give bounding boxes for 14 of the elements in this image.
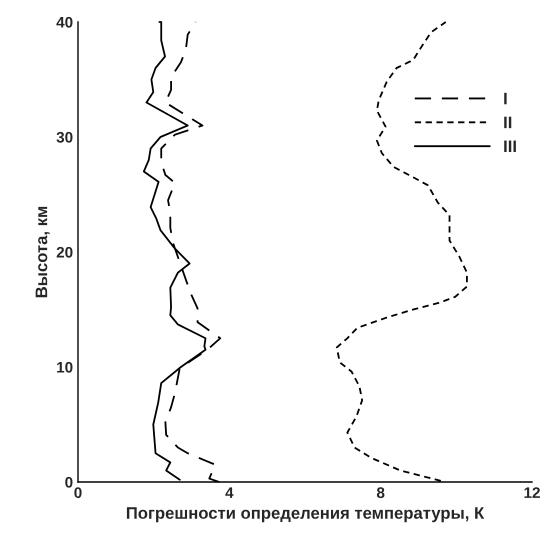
y-tick-label: 30 [56, 132, 73, 143]
x-tick-label: 12 [524, 487, 540, 498]
y-tick-label: 0 [65, 476, 73, 488]
y-tick-label: 10 [57, 362, 73, 373]
y-axis-title: Высота, км [36, 206, 50, 298]
legend-label: II [504, 116, 512, 128]
x-tick-label: 4 [225, 487, 234, 498]
x-tick-label: 0 [74, 487, 82, 498]
y-tick-label: 40 [56, 16, 73, 28]
legend-label: III [504, 140, 516, 152]
x-axis-title: Погрешности определения температуры, К [126, 507, 484, 522]
legend-label: I [504, 92, 507, 104]
x-tick-label: 8 [376, 487, 384, 498]
y-tick-label: 20 [56, 246, 73, 258]
